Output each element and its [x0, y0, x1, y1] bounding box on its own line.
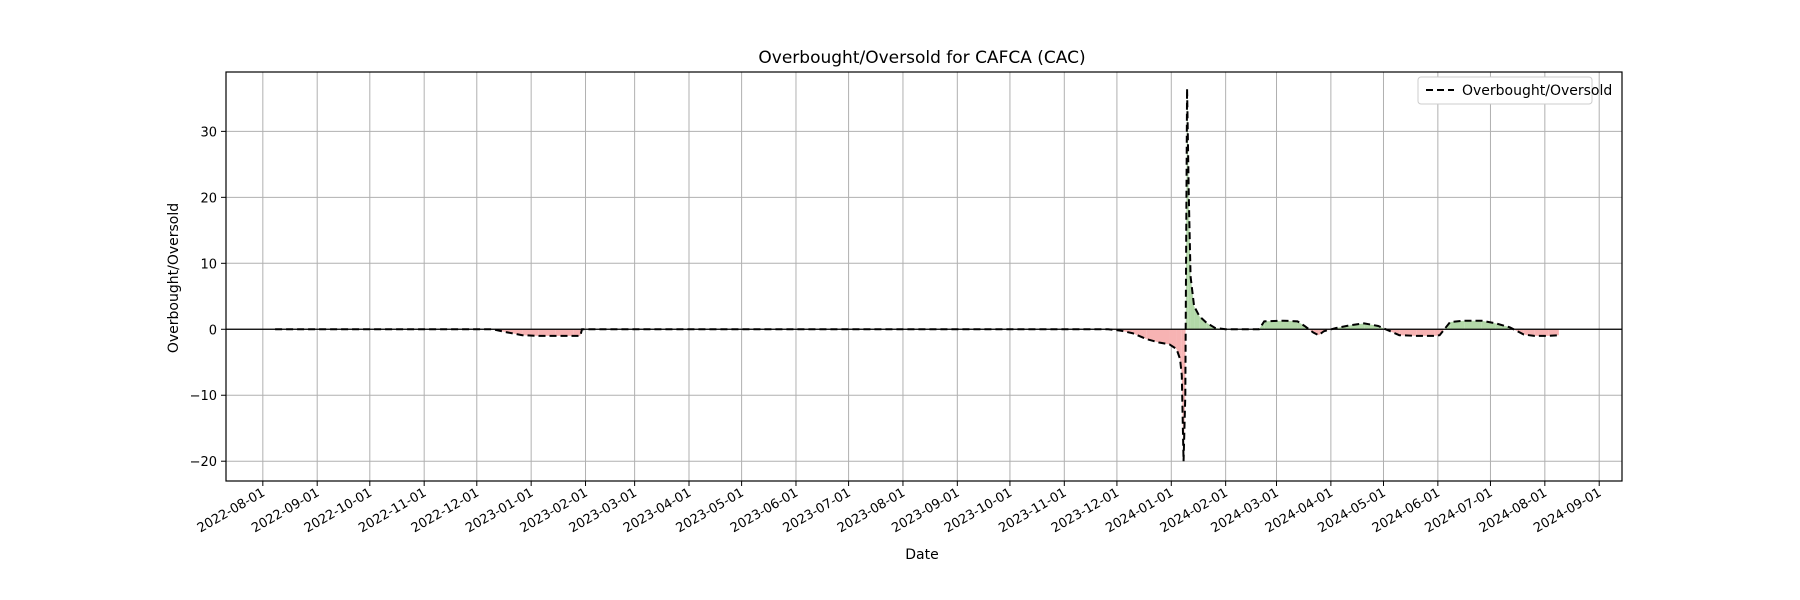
series-line [275, 88, 1559, 462]
oversold-fill [1159, 329, 1170, 345]
legend: Overbought/Oversold [1417, 76, 1612, 105]
overbought-fill [1194, 306, 1200, 330]
y-tick-label: 20 [200, 191, 217, 206]
y-tick-label: −20 [190, 455, 217, 470]
x-axis-title: Date [905, 547, 938, 563]
legend-label: Overbought/Oversold [1462, 83, 1612, 99]
oversold-fill [538, 329, 556, 336]
oversold-fill [1523, 329, 1535, 336]
y-axis-ticks: 30 20 10 0 −10 −20 [190, 125, 226, 470]
chart-title: Overbought/Oversold for CAFCA (CAC) [758, 48, 1085, 68]
overbought-fill [1264, 320, 1284, 330]
y-tick-label: −10 [190, 389, 217, 404]
overbought-fill [1283, 320, 1298, 330]
y-tick-label: 30 [200, 125, 217, 140]
x-axis-ticks: 2022-08-012022-09-012022-10-012022-11-01… [195, 481, 1604, 536]
overbought-fill [1297, 321, 1305, 330]
oversold-fill [1548, 329, 1559, 336]
overbought-fill [1464, 320, 1482, 330]
fill-areas [492, 88, 1559, 462]
oversold-fill [1416, 329, 1435, 336]
overbought-fill [1188, 197, 1191, 330]
oversold-fill [555, 329, 574, 336]
y-axis-title: Overbought/Oversold [166, 203, 182, 353]
oversold-fill [1534, 329, 1549, 336]
oversold-fill [1132, 329, 1147, 340]
grid [226, 72, 1622, 481]
oversold-fill [522, 329, 539, 336]
overbought-fill [1199, 316, 1207, 330]
oversold-fill [1169, 329, 1177, 350]
plot-frame [225, 71, 1623, 482]
oversold-fill [573, 329, 581, 336]
oversold-fill [1399, 329, 1417, 336]
oversold-fill [1434, 329, 1440, 336]
y-tick-label: 0 [209, 323, 217, 338]
legend-box [1417, 76, 1593, 105]
y-tick-label: 10 [200, 257, 217, 272]
overbought-fill [1450, 320, 1465, 330]
